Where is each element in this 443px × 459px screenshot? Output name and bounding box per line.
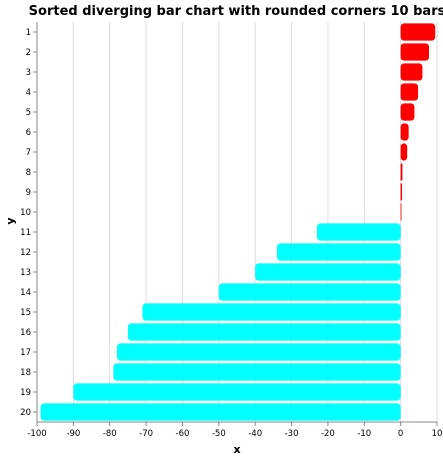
bar-12 (277, 243, 401, 261)
bar-17 (117, 343, 401, 361)
x-tick-label: -90 (66, 429, 80, 439)
bar-9 (400, 183, 403, 201)
x-axis-title: x (233, 443, 240, 456)
x-tick-label: -20 (321, 429, 335, 439)
y-axis-title: y (4, 217, 17, 224)
y-tick-label: 19 (20, 388, 31, 398)
bar-6 (400, 123, 409, 141)
y-tick-label: 14 (20, 288, 31, 298)
y-tick-label: 3 (26, 68, 31, 78)
bar-8 (400, 163, 403, 181)
grid-layer (36, 22, 438, 422)
x-tick-label: -70 (139, 429, 153, 439)
bar-14 (218, 283, 401, 301)
x-tick-label: -100 (27, 429, 46, 439)
bar-7 (400, 143, 408, 161)
y-tick-label: 10 (20, 208, 31, 218)
x-tick-label: -10 (357, 429, 371, 439)
bar-5 (400, 103, 415, 121)
y-tick-label: 2 (26, 48, 31, 58)
y-tick-label: 6 (26, 128, 31, 138)
y-tick-label: 17 (20, 348, 31, 358)
x-tick-label: -30 (285, 429, 299, 439)
y-tick-label: 13 (20, 268, 31, 278)
bar-layer (40, 23, 436, 421)
y-tick-label: 20 (20, 408, 31, 418)
y-tick-label: 7 (26, 148, 31, 158)
bar-2 (400, 43, 429, 61)
bar-13 (255, 263, 401, 281)
y-tick-label: 15 (20, 308, 31, 318)
bar-11 (317, 223, 401, 241)
x-tick-label: 0 (398, 429, 403, 439)
bar-1 (400, 23, 436, 41)
y-tick-label: 11 (20, 228, 31, 238)
chart-title: Sorted diverging bar chart with rounded … (29, 4, 443, 19)
y-tick-label: 9 (26, 188, 31, 198)
y-tick-label: 16 (20, 328, 31, 338)
x-tick-label: -50 (212, 429, 226, 439)
bar-10 (400, 203, 402, 221)
bar-20 (40, 403, 401, 421)
bar-19 (73, 383, 401, 401)
y-tick-label: 18 (20, 368, 31, 378)
y-tick-label: 12 (20, 248, 31, 258)
x-tick-label: -60 (176, 429, 190, 439)
x-tick-label: 10 (432, 429, 443, 439)
x-tick-label: -80 (103, 429, 117, 439)
bar-4 (400, 83, 419, 101)
y-tick-label: 5 (26, 108, 31, 118)
y-tick-label: 4 (26, 88, 31, 98)
x-tick-label: -40 (248, 429, 262, 439)
bar-16 (127, 323, 401, 341)
y-tick-label: 8 (26, 168, 31, 178)
bar-18 (113, 363, 401, 381)
y-tick-label: 1 (26, 28, 31, 38)
bar-3 (400, 63, 423, 81)
bar-15 (142, 303, 401, 321)
